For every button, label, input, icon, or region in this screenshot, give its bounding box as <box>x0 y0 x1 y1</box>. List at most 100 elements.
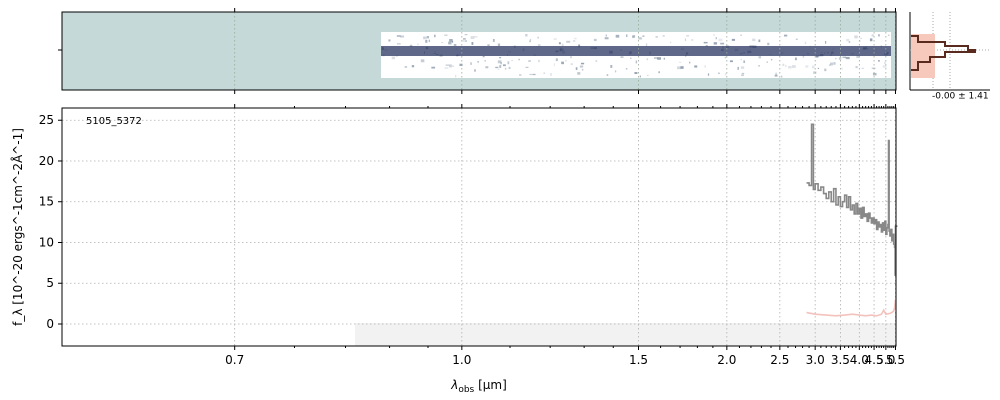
spectrum-2d-pixel <box>854 35 858 39</box>
y-tick-label: 15 <box>39 195 54 209</box>
x-tick-label: 4.0 <box>850 353 869 367</box>
spectrum-2d-pixel <box>396 43 401 45</box>
spectrum-2d-pixel <box>860 37 863 39</box>
spectrum-2d-pixel <box>646 58 649 61</box>
spectrum-2d-pixel <box>477 61 480 63</box>
x-tick-label: 0.7 <box>225 353 244 367</box>
spectrum-2d-pixel <box>575 67 578 71</box>
x-axis-label: λobs [μm] <box>450 378 507 395</box>
spectrum-2d-pixel <box>718 72 720 75</box>
plot-frame <box>61 107 897 347</box>
spectrum-2d-pixel <box>537 44 541 47</box>
spectrum-2d-pixel <box>404 66 408 68</box>
spectrum-2d-pixel <box>558 42 561 45</box>
spectrum-2d-pixel <box>878 34 880 37</box>
spectrum-2d-pixel <box>878 60 880 62</box>
spectrum-2d-pixel <box>431 66 436 69</box>
spectrum-2d-pixel <box>752 38 756 42</box>
spectrum-2d-pixel <box>417 43 419 46</box>
object-label: 5105_5372 <box>86 116 142 127</box>
spectrum-2d-pixel <box>482 56 485 58</box>
spectrum-2d-pixel <box>663 57 666 60</box>
spectrum-2d-pixel <box>713 34 715 36</box>
spectrum-2d-pixel <box>511 60 513 62</box>
spectrum-2d-pixel <box>829 64 831 67</box>
spectrum-2d-pixel <box>871 67 876 70</box>
x-axis-label-main: λ <box>450 378 458 392</box>
x-axis-label-unit: [μm] <box>474 378 507 392</box>
spectrum-2d-pixel <box>662 35 665 37</box>
x-tick-label: 5.5 <box>886 353 905 367</box>
spectrum-2d-pixel <box>741 72 745 75</box>
spectrum-2d-pixel <box>670 41 672 44</box>
x-tick-label: 5.0 <box>876 353 895 367</box>
spectrum-2d-pixel <box>396 35 401 37</box>
spectrum-2d-pixel <box>528 60 531 62</box>
spectrum-2d-pixel <box>703 41 708 44</box>
spectrum-2d-pixel <box>872 72 877 76</box>
x-tick-label: 1.5 <box>629 353 648 367</box>
spectrum-2d-pixel <box>500 62 502 65</box>
y-tick-label: 0 <box>46 317 54 331</box>
spectrum-2d-pixel <box>731 38 736 41</box>
spectrum-2d-pixel <box>580 62 585 65</box>
spectrum-2d-pixel <box>782 63 785 66</box>
spectrum-2d-pixel <box>595 60 598 63</box>
spectrum-2d-pixel <box>423 36 425 39</box>
spectrum-2d-pixel <box>788 66 792 69</box>
spectrum-2d-trace <box>381 46 891 56</box>
spectrum-2d-pixel <box>856 55 860 59</box>
spectrum-2d-pixel <box>400 35 405 38</box>
spectrum-2d-pixel <box>561 61 564 65</box>
spectrum-2d-pixel <box>632 35 636 38</box>
spectrum-2d-pixel <box>833 62 836 65</box>
spectrum-2d-pixel <box>686 35 690 37</box>
spectrum-2d-pixel <box>593 38 597 42</box>
spectrum-2d-pixel <box>634 72 638 74</box>
spectrum-2d-pixel <box>409 44 413 47</box>
spectrum-2d-pixel <box>423 36 427 40</box>
spectrum-2d-pixel <box>645 43 648 47</box>
spectrum-2d-pixel <box>811 65 815 69</box>
spectrum-2d-pixel <box>737 66 740 70</box>
spectrum-2d-pixel <box>529 73 533 76</box>
spectrum-2d-pixel <box>724 56 727 59</box>
spectrum-2d-pixel <box>859 40 861 42</box>
spectrum-2d-pixel <box>504 67 507 70</box>
spectrum-2d-pixel <box>449 39 453 42</box>
spectrum-2d-pixel <box>871 34 874 37</box>
spectrum-2d-pixel <box>411 65 415 68</box>
flux-spectrum-line <box>806 123 898 276</box>
spectrum-2d-pixel <box>441 41 444 44</box>
spectrum-2d-pixel <box>816 55 820 58</box>
spectrum-2d-pixel <box>707 73 710 76</box>
x-axis-label-sub: obs <box>458 385 474 395</box>
spectrum-2d-pixel <box>581 68 584 71</box>
spectrum-2d-pixel <box>604 37 609 40</box>
spectrum-2d-pixel <box>561 43 564 47</box>
spectrum-2d-pixel <box>565 59 567 62</box>
spectrum-2d-pixel <box>555 58 558 62</box>
spectrum-2d-pixel <box>653 57 658 59</box>
profile-inset: -0.00 ± 1.41 <box>909 12 990 102</box>
spectrum-2d-pixel <box>829 62 834 66</box>
spectrum-2d-pixel <box>884 61 886 65</box>
spectrum-2d-pixel <box>566 40 571 43</box>
spectrum-2d-pixel <box>445 64 450 66</box>
spectrum-2d-pixel <box>869 38 873 42</box>
spectrum-2d-pixel <box>689 61 691 64</box>
spectrum-2d-pixel <box>615 34 620 38</box>
spectrum-2d-pixel <box>454 74 457 78</box>
spectrum-2d-pixel <box>677 66 681 70</box>
spectrum-2d-pixel <box>464 34 468 36</box>
spectrum-2d-pixel <box>459 63 463 67</box>
y-tick-label: 20 <box>39 154 54 168</box>
spectrum-2d-pixel <box>434 34 436 38</box>
spectrum-2d-frame <box>61 11 897 91</box>
spectrum-2d-pixel <box>775 72 777 76</box>
spectrum-2d-pixel <box>570 63 573 65</box>
spectrum-2d-pixel <box>813 71 817 74</box>
spectrum-2d-pixel <box>842 56 847 59</box>
spectrum-2d-pixel <box>614 70 617 73</box>
spectrum-2d-pixel <box>543 72 545 75</box>
